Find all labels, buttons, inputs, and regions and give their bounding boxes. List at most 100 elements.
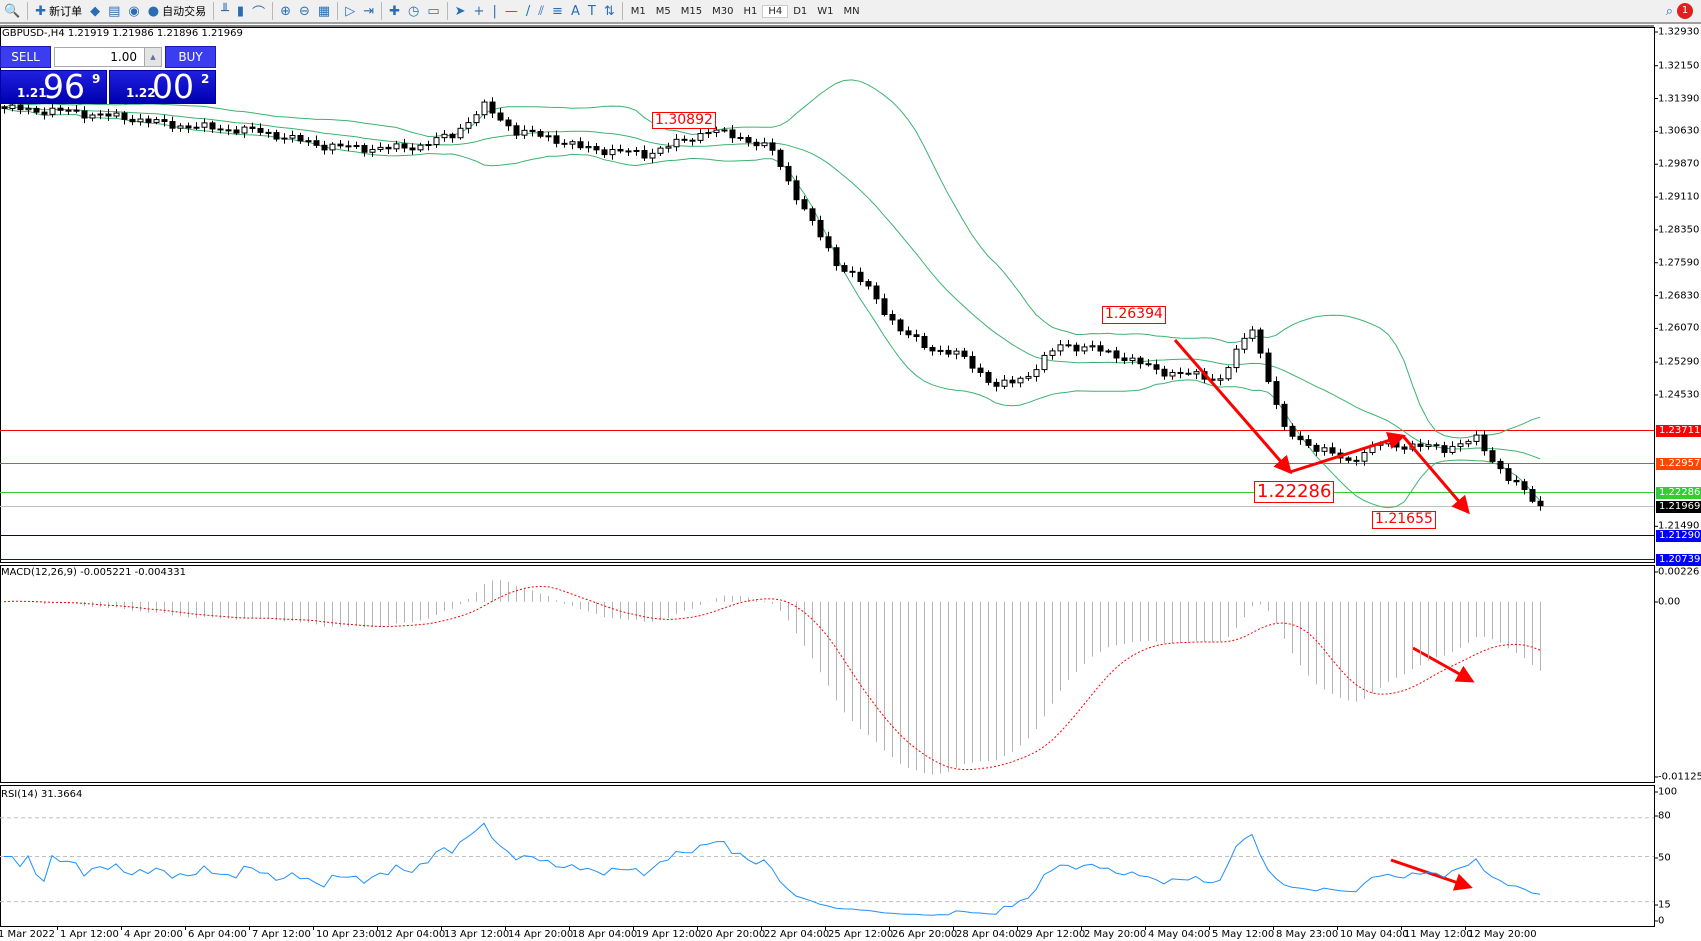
indicators-button[interactable]: ✚ <box>385 0 404 22</box>
arrows-button[interactable]: ⇅ <box>600 0 619 22</box>
price-tag: 1.21290 <box>1656 529 1701 542</box>
price-annotation: 1.30892 <box>652 112 716 130</box>
timeframe-w1[interactable]: W1 <box>817 5 834 17</box>
candle <box>753 141 760 147</box>
candle <box>1305 439 1312 446</box>
lot-size-input[interactable]: 1.00 <box>54 47 162 67</box>
bid-price[interactable]: 1.21 96 9 <box>0 67 107 106</box>
time-axis-label: 13 Apr 12:00 <box>444 929 510 940</box>
candlestick-button[interactable]: ▮ <box>233 0 248 22</box>
notification-badge[interactable]: 1 <box>1677 3 1693 19</box>
candle <box>937 349 944 352</box>
ask-price-pips: 00 <box>152 67 194 106</box>
candle <box>305 140 312 143</box>
signals-button[interactable]: ◉ <box>124 0 143 22</box>
candle <box>97 113 104 116</box>
candle <box>49 107 56 115</box>
search-button[interactable]: 🔍 <box>0 0 24 22</box>
auto-scroll-button[interactable]: ▷ <box>341 0 359 22</box>
timeframe-d1[interactable]: D1 <box>793 5 808 17</box>
tile-windows-button[interactable]: ▦ <box>314 0 334 22</box>
rsi-line <box>4 822 1541 916</box>
price-tag: 1.22957 <box>1656 457 1701 470</box>
text-label-button[interactable]: T <box>584 0 600 22</box>
candle <box>33 107 40 113</box>
candle <box>497 112 504 121</box>
macd-trend-arrow <box>1412 646 1475 683</box>
time-axis-label: 19 Apr 12:00 <box>636 929 702 940</box>
candle <box>529 129 536 132</box>
candle <box>1033 369 1040 377</box>
data-window-button[interactable]: ▤ <box>104 0 124 22</box>
market-watch-button[interactable]: ◆ <box>86 0 104 22</box>
text-icon: A <box>570 3 580 19</box>
lot-increase-button[interactable]: ▲ <box>144 47 162 67</box>
candle <box>1353 459 1360 462</box>
candle <box>1505 468 1512 481</box>
sell-button[interactable]: SELL <box>0 46 51 68</box>
candle <box>1537 500 1544 507</box>
search-toolbar-button[interactable]: ⌕ <box>1662 0 1677 22</box>
line-chart-button[interactable]: ⌒ <box>248 0 269 22</box>
candle <box>593 146 600 151</box>
price-axis-label: 1.26070 <box>1658 322 1700 334</box>
candle <box>1113 350 1120 359</box>
price-axis-label: 1.30630 <box>1658 125 1700 137</box>
crosshair-button[interactable]: + <box>470 0 489 22</box>
time-axis-label: 1 Apr 12:00 <box>60 929 119 940</box>
candle <box>1313 444 1320 452</box>
candle <box>1497 460 1504 470</box>
timeframe-h1[interactable]: H1 <box>743 5 758 17</box>
vertical-line-button[interactable]: | <box>488 0 500 22</box>
candle <box>1193 371 1200 375</box>
candle <box>65 109 72 112</box>
timeframe-m30[interactable]: M30 <box>712 5 734 17</box>
auto-trading-button[interactable]: ● 自动交易 <box>144 0 210 22</box>
candle <box>649 152 656 159</box>
zoom-out-button[interactable]: ⊖ <box>295 0 314 22</box>
text-button[interactable]: A <box>567 0 584 22</box>
ask-price[interactable]: 1.22 00 2 <box>109 67 216 106</box>
candle <box>409 147 416 151</box>
fibonacci-button[interactable]: ≡ <box>548 0 567 22</box>
equidistant-channel-icon: ⫽ <box>538 3 545 19</box>
periods-button[interactable]: ◷ <box>404 0 423 22</box>
candle <box>265 131 272 134</box>
bar-chart-button[interactable]: ╨ <box>217 0 233 22</box>
candle <box>449 133 456 139</box>
candle <box>73 109 80 112</box>
new-order-button[interactable]: ✚ 新订单 <box>31 0 86 22</box>
templates-button[interactable]: ▭ <box>423 0 443 22</box>
price-axis-label: 1.28350 <box>1658 224 1700 236</box>
candle <box>1513 479 1520 483</box>
candle <box>841 265 848 272</box>
timeframe-m1[interactable]: M1 <box>630 5 646 17</box>
candle <box>993 381 1000 387</box>
timeframe-h4[interactable]: H4 <box>762 4 789 18</box>
timeframe-mn[interactable]: MN <box>843 5 860 17</box>
horizontal-line-button[interactable]: — <box>501 0 522 22</box>
rsi-title: RSI(14) 31.3664 <box>1 789 83 800</box>
timeframe-m15[interactable]: M15 <box>680 5 703 17</box>
candle <box>1417 443 1424 447</box>
chart-shift-button[interactable]: ⇥ <box>359 0 378 22</box>
candle <box>729 129 736 139</box>
candle <box>1345 457 1352 461</box>
candle <box>129 118 136 123</box>
time-axis-label: 26 Apr 20:00 <box>892 929 958 940</box>
candle <box>961 350 968 357</box>
zoom-in-button[interactable]: ⊕ <box>276 0 295 22</box>
candle <box>1425 444 1432 447</box>
candle <box>769 142 776 151</box>
equidistant-channel-button[interactable]: ⫽ <box>534 0 548 22</box>
trendline-button[interactable]: / <box>522 0 534 22</box>
timeframe-m5[interactable]: M5 <box>655 5 671 17</box>
candle <box>401 143 408 149</box>
market-watch-icon: ◆ <box>90 3 101 19</box>
candle <box>1025 375 1032 379</box>
candle <box>705 131 712 135</box>
buy-button[interactable]: BUY <box>165 46 216 68</box>
candle <box>1225 367 1232 380</box>
cursor-button[interactable]: ➤ <box>451 0 470 22</box>
